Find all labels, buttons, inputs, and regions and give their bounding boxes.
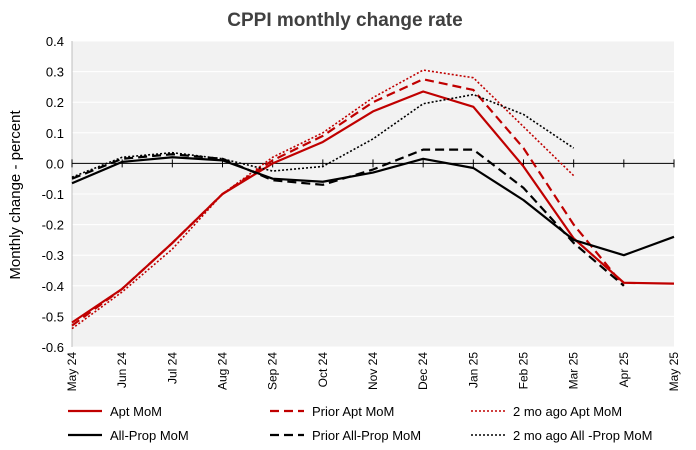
y-tick-label: 0.2	[46, 95, 64, 110]
y-tick-label: -0.1	[42, 187, 64, 202]
series-line-2	[71, 69, 575, 330]
y-tick-label: -0.2	[42, 218, 64, 233]
y-tick-label: 0.3	[46, 65, 64, 80]
x-tick-label: Oct 24	[316, 352, 330, 388]
x-tick-label: Apr 25	[617, 352, 631, 388]
x-tick-label: Sep 24	[266, 352, 280, 390]
legend-label: Apt MoM	[110, 404, 162, 419]
series-line-1	[71, 78, 625, 327]
y-tick-label: -0.3	[42, 248, 64, 263]
tick-labels: 0.40.30.20.10.0-0.1-0.2-0.3-0.4-0.5-0.6M…	[42, 34, 681, 391]
x-tick-label: May 25	[667, 352, 681, 392]
series-lines	[71, 69, 675, 330]
legend: Apt MoM Prior Apt MoM 2 mo ago Apt MoM All-…	[68, 404, 652, 443]
x-tick-label: Jun 24	[115, 352, 129, 388]
series-line-3	[71, 156, 675, 257]
y-tick-label: 0.4	[46, 34, 64, 49]
x-tick-label: Feb 25	[517, 352, 531, 390]
series-line-5	[71, 93, 575, 178]
y-tick-label: -0.6	[42, 340, 64, 355]
chart-title: CPPI monthly change rate	[227, 10, 462, 31]
legend-label: Prior Apt MoM	[312, 404, 394, 419]
x-tick-label: Dec 24	[416, 352, 430, 390]
axes	[71, 41, 675, 347]
x-tick-label: Jan 25	[466, 352, 480, 388]
gridlines	[72, 40, 674, 348]
y-tick-label: 0.1	[46, 126, 64, 141]
y-tick-label: -0.4	[42, 279, 64, 294]
legend-label: 2 mo ago All -Prop MoM	[513, 428, 652, 443]
x-tick-label: Mar 25	[567, 352, 581, 390]
legend-label: Prior All-Prop MoM	[312, 428, 421, 443]
x-tick-label: Nov 24	[366, 352, 380, 390]
x-tick-label: Jul 24	[165, 352, 179, 384]
x-tick-label: May 24	[65, 352, 79, 392]
y-tick-label: 0.0	[46, 156, 64, 171]
legend-label: All-Prop MoM	[110, 428, 189, 443]
x-tick-label: Aug 24	[216, 352, 230, 390]
y-tick-label: -0.5	[42, 309, 64, 324]
series-line-4	[71, 148, 625, 287]
legend-label: 2 mo ago Apt MoM	[513, 404, 622, 419]
y-axis-label: Monthly change - percent	[7, 110, 24, 280]
